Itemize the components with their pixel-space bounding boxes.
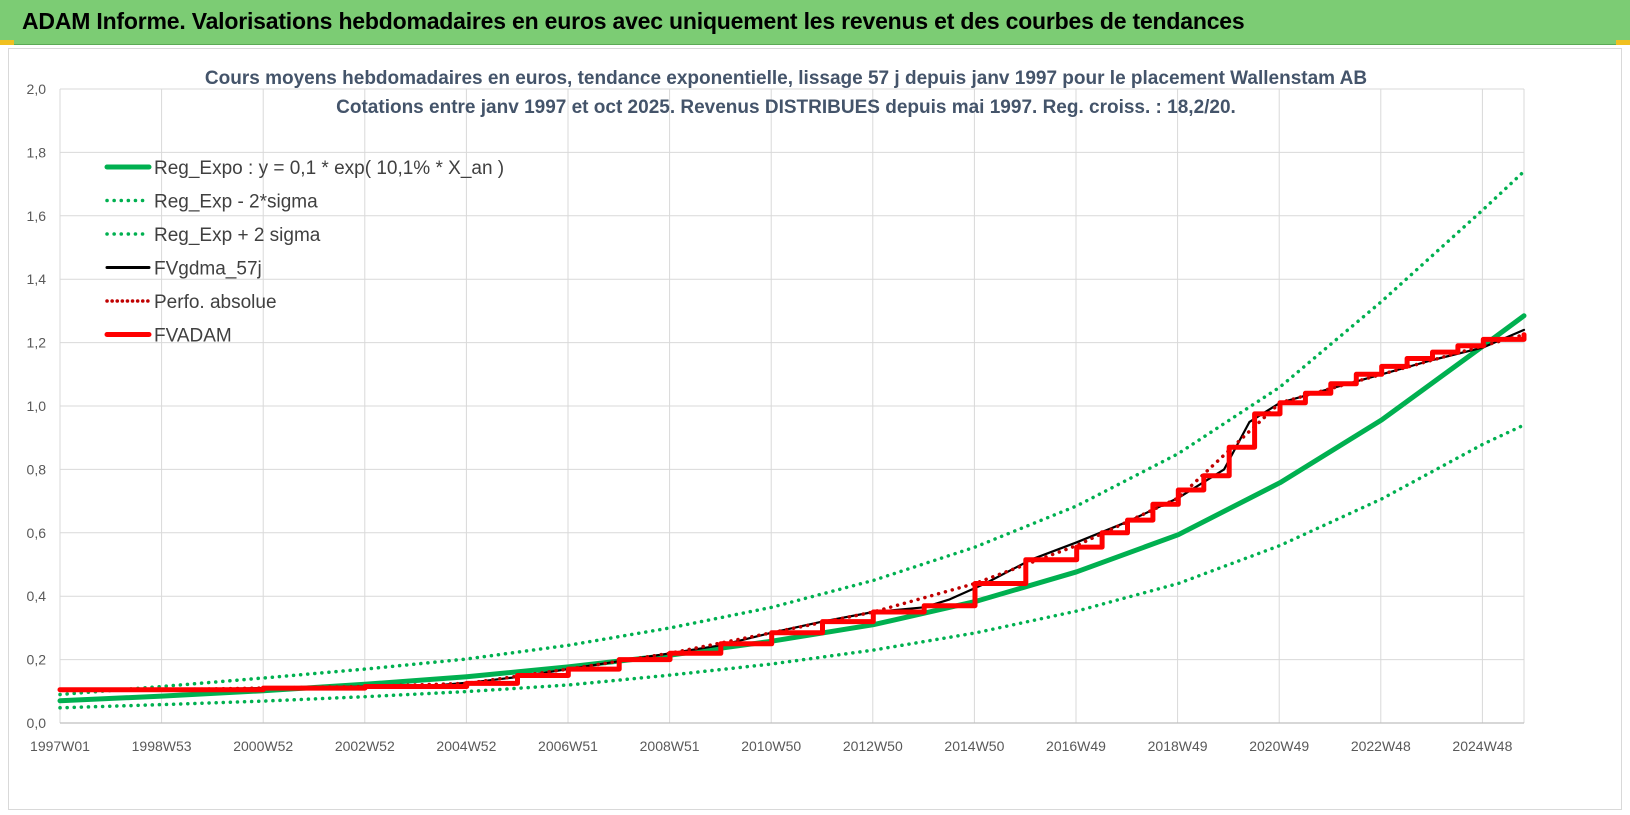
axes: 0,0 0,2 0,4 0,6 0,8 1,0 1,2 1,4 1,6 1,8 2,0 1997W01… (27, 81, 1524, 754)
series-lines (57, 169, 1527, 710)
series-line-2 (58, 169, 1526, 697)
y-tick-label: 0,4 (27, 588, 47, 604)
x-tick-label: 2016W49 (1046, 738, 1106, 754)
x-tick-label: 2006W51 (538, 738, 598, 754)
y-tick-label: 1,4 (27, 271, 47, 287)
x-tick-label: 2014W50 (944, 738, 1004, 754)
y-tick-label: 0,8 (27, 461, 47, 477)
x-tick-label: 2018W49 (1148, 738, 1208, 754)
header-bar: ADAM Informe. Valorisations hebdomadaire… (0, 0, 1630, 45)
x-tick-label: 2010W50 (741, 738, 801, 754)
chart-svg: 0,0 0,2 0,4 0,6 0,8 1,0 1,2 1,4 1,6 1,8 2,0 1997W01… (27, 68, 1527, 754)
y-tick-label: 1,0 (27, 398, 47, 414)
series-line-0 (57, 313, 1527, 704)
y-tick-label: 0,6 (27, 525, 47, 541)
x-tick-label: 2022W48 (1351, 738, 1411, 754)
chart-area: 0,0 0,2 0,4 0,6 0,8 1,0 1,2 1,4 1,6 1,8 2,0 1997W01… (8, 48, 1622, 810)
x-tick-label: 2012W50 (843, 738, 903, 754)
x-tick-label: 1997W01 (30, 738, 90, 754)
legend-label: Perfo. absolue (154, 292, 277, 313)
x-tick-label: 2002W52 (335, 738, 395, 754)
legend-label: Reg_Expo : y = 0,1 * exp( 10,1% * X_an ) (154, 158, 504, 179)
x-tick-label: 2024W48 (1452, 738, 1512, 754)
y-tick-label: 0,2 (27, 652, 47, 668)
y-tick-label: 1,6 (27, 208, 47, 224)
x-tick-label: 2004W52 (436, 738, 496, 754)
series-line-1 (58, 423, 1526, 710)
y-tick-label: 1,2 (27, 335, 47, 351)
page-title: ADAM Informe. Valorisations hebdomadaire… (22, 8, 1245, 34)
x-tick-label: 1998W53 (132, 738, 192, 754)
corner-marker-left (0, 40, 14, 45)
chart-title: Cours moyens hebdomadaires en euros, ten… (205, 68, 1367, 118)
legend-label: Reg_Exp - 2*sigma (154, 192, 318, 213)
legend-label: FVADAM (154, 326, 232, 347)
x-tick-label: 2020W49 (1249, 738, 1309, 754)
series-line-5 (57, 332, 1527, 693)
legend-label: FVgdma_57j (154, 259, 262, 280)
legend-label: Reg_Exp + 2 sigma (154, 225, 321, 246)
chart-title-line: Cotations entre janv 1997 et oct 2025. R… (336, 97, 1236, 118)
y-tick-label: 2,0 (27, 81, 47, 97)
x-tick-label: 2000W52 (233, 738, 293, 754)
legend: Reg_Expo : y = 0,1 * exp( 10,1% * X_an )… (104, 158, 504, 347)
chart-title-line: Cours moyens hebdomadaires en euros, ten… (205, 68, 1367, 89)
gridlines (59, 88, 1525, 724)
corner-marker-right (1616, 40, 1630, 45)
x-tick-label: 2008W51 (640, 738, 700, 754)
y-tick-label: 0,0 (27, 715, 47, 731)
y-tick-label: 1,8 (27, 144, 47, 160)
